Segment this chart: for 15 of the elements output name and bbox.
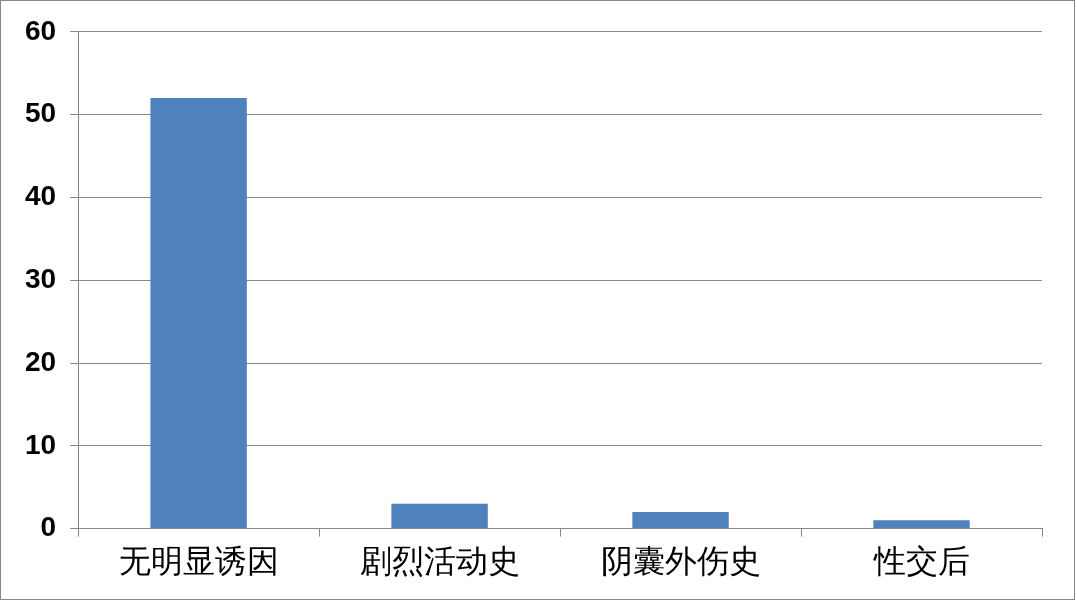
y-tick-label: 40 [24,180,57,212]
y-tick-label: 20 [24,345,57,377]
bar [150,98,247,529]
bar [873,520,970,529]
y-tick-label: 0 [40,511,57,543]
y-tick-label: 50 [24,97,57,129]
bar [632,512,729,529]
x-tick-label: 无明显诱因 [118,542,279,581]
y-tick-label: 10 [24,428,57,460]
y-tick-label: 30 [24,262,57,294]
x-tick-label: 阴囊外伤史 [600,542,761,581]
y-tick-label: 60 [24,14,57,46]
x-tick-label: 性交后 [872,542,970,581]
bar [391,503,488,529]
x-tick-label: 剧烈活动史 [359,542,520,581]
